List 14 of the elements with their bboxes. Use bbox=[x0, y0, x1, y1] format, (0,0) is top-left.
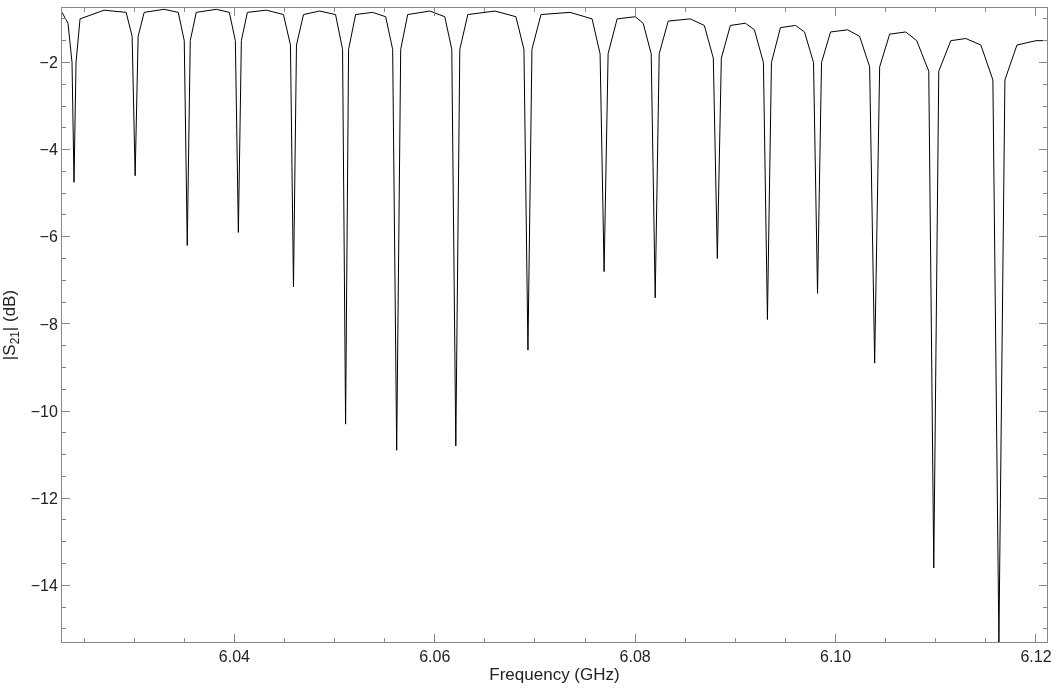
x-tick-label: 6.10 bbox=[820, 648, 852, 666]
x-tick-label: 6.04 bbox=[218, 648, 251, 666]
y-tick-label: −4 bbox=[39, 141, 58, 159]
x-tick-label: 6.08 bbox=[619, 648, 651, 666]
y-tick-label: −12 bbox=[30, 489, 58, 507]
x-tick-label: 6.06 bbox=[419, 648, 451, 666]
y-tick-label: −10 bbox=[30, 402, 58, 420]
line-series bbox=[62, 8, 1044, 642]
y-tick-label: −6 bbox=[39, 228, 58, 246]
y-tick-label: −2 bbox=[39, 54, 58, 72]
x-tick-label: 6.12 bbox=[1020, 648, 1052, 666]
y-tick-label: −8 bbox=[39, 315, 58, 333]
x-axis-title: Frequency (GHz) bbox=[489, 665, 620, 685]
y-tick-label: −14 bbox=[30, 576, 58, 594]
